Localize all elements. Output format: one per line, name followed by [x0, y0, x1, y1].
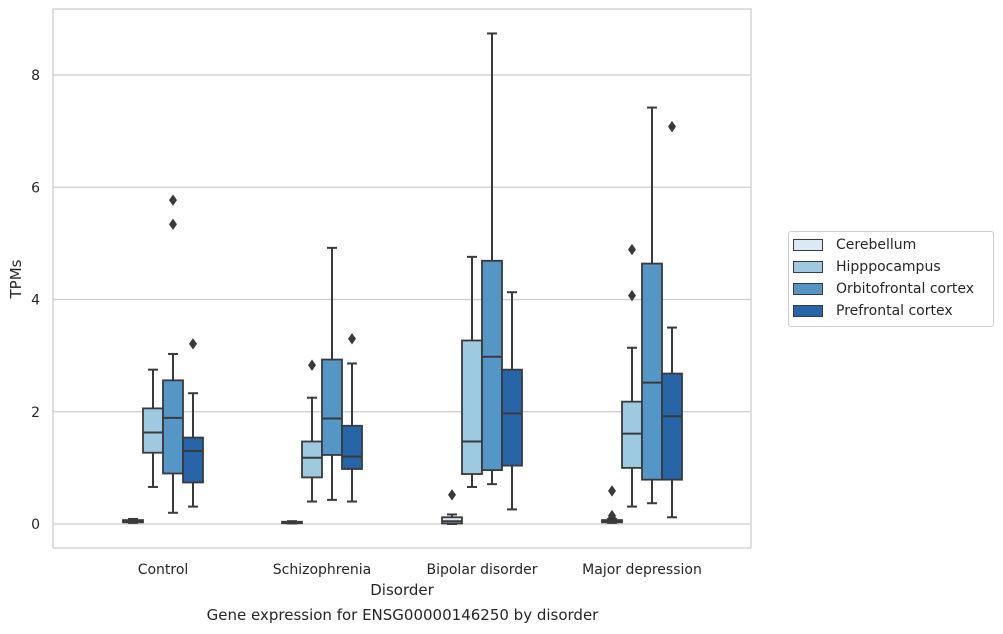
- box-iqr: [641, 262, 663, 481]
- box-0-2: [441, 489, 463, 525]
- box-2-1: [321, 246, 343, 501]
- legend-item-cerebellum: Cerebellum: [793, 235, 916, 255]
- legend-item-hippocampus: Hipppocampus: [793, 257, 941, 277]
- outlier-point: [348, 333, 356, 345]
- box-iqr: [341, 424, 363, 470]
- box-1-0: [142, 368, 164, 488]
- outlier-point: [169, 218, 177, 230]
- box-iqr: [142, 407, 164, 454]
- box-0-0: [122, 517, 144, 524]
- x-tick-label: Bipolar disorder: [426, 562, 537, 578]
- outlier-point: [608, 511, 616, 523]
- box-3-0: [182, 338, 204, 508]
- box-2-3: [641, 106, 663, 505]
- x-axis-label: Disorder: [370, 581, 434, 599]
- box-2-0: [162, 194, 184, 514]
- box-1-1: [301, 359, 323, 503]
- x-tick-label: Control: [138, 562, 189, 578]
- legend-swatch: [793, 261, 823, 273]
- legend-item-prefrontal-cortex: Prefrontal cortex: [793, 301, 953, 321]
- legend-item-orbitofrontal-cortex: Orbitofrontal cortex: [793, 279, 974, 299]
- y-tick-label: 2: [31, 405, 40, 421]
- outlier-point: [628, 243, 636, 256]
- box-1-3: [621, 243, 643, 508]
- y-tick-labels: 0 2 4 6 8: [31, 68, 40, 533]
- legend: Cerebellum Hipppocampus Orbitofrontal co…: [788, 231, 994, 327]
- box-iqr: [661, 372, 683, 481]
- legend-swatch: [793, 283, 823, 295]
- y-tick-label: 8: [31, 68, 40, 84]
- outlier-point: [628, 289, 636, 302]
- legend-swatch: [793, 239, 823, 251]
- box-3-3: [661, 120, 683, 519]
- legend-label: Cerebellum: [836, 237, 917, 253]
- legend-swatch: [793, 305, 823, 317]
- box-1-2: [461, 255, 483, 488]
- outlier-point: [308, 359, 316, 371]
- chart-caption: Gene expression for ENSG00000146250 by d…: [206, 606, 599, 624]
- box-2-2: [481, 32, 503, 486]
- box-iqr: [301, 440, 323, 479]
- y-tick-label: 0: [31, 517, 40, 533]
- x-tick-label: Major depression: [582, 562, 702, 578]
- box-0-1: [281, 520, 303, 525]
- outlier-point: [169, 194, 177, 206]
- x-tick-labels: Control Schizophrenia Bipolar disorder Majo…: [138, 562, 702, 578]
- box-iqr: [621, 400, 643, 469]
- outlier-point: [608, 485, 616, 497]
- box-series: [122, 32, 683, 525]
- box-iqr: [481, 259, 503, 472]
- box-iqr: [162, 379, 184, 475]
- x-tick-label: Schizophrenia: [273, 562, 371, 578]
- legend-label: Orbitofrontal cortex: [836, 281, 974, 297]
- y-tick-label: 4: [31, 293, 40, 309]
- outlier-point: [448, 489, 456, 501]
- box-iqr: [461, 339, 483, 475]
- box-iqr: [501, 368, 523, 467]
- box-iqr: [321, 358, 343, 456]
- y-tick-label: 6: [31, 180, 40, 196]
- legend-label: Prefrontal cortex: [836, 303, 953, 319]
- box-0-3: [601, 485, 623, 524]
- box-3-1: [341, 333, 363, 503]
- plot-area-frame: [52, 8, 752, 549]
- outlier-point: [668, 120, 676, 133]
- y-axis-label: TPMs: [7, 259, 25, 299]
- outlier-point: [189, 338, 197, 350]
- box-3-2: [501, 291, 523, 511]
- legend-label: Hipppocampus: [836, 259, 941, 275]
- box-iqr: [182, 436, 204, 484]
